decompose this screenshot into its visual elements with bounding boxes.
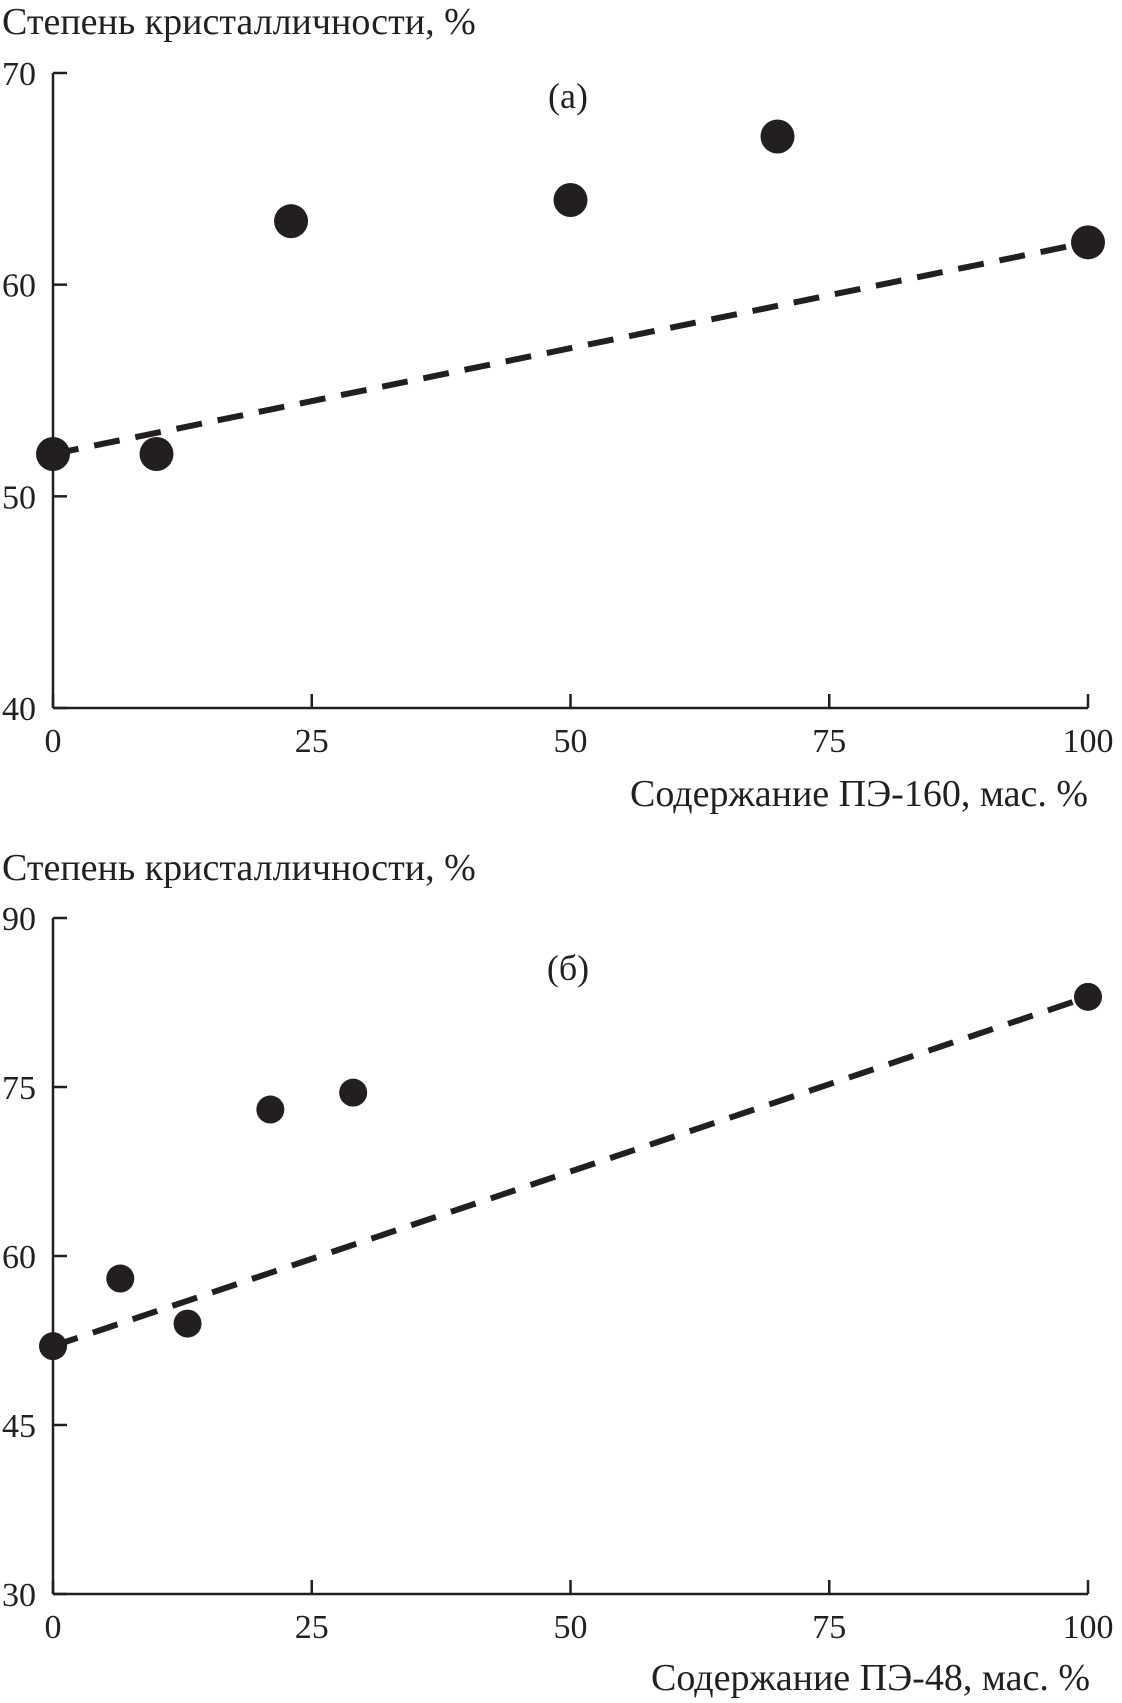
x-tick-label-a-0: 0 bbox=[45, 723, 62, 760]
x-tick-label-b-3: 75 bbox=[812, 1609, 846, 1646]
trend-line-a bbox=[52, 239, 1089, 457]
marks-a bbox=[36, 119, 1105, 471]
x-axis-label-b: Содержание ПЭ-48, мас. % bbox=[651, 1657, 1090, 1699]
y-tick-label-a-1: 50 bbox=[2, 479, 36, 516]
marks-b bbox=[39, 982, 1102, 1361]
x-tick-label-b-2: 50 bbox=[554, 1609, 588, 1646]
x-tick-label-a-2: 50 bbox=[554, 723, 588, 760]
y-tick-label-b-4: 90 bbox=[2, 901, 36, 938]
y-axis-label-a: Степень кристалличности, % bbox=[2, 1, 476, 43]
trend-line-b bbox=[52, 994, 1089, 1349]
data-point-a-0 bbox=[36, 437, 70, 471]
x-tick-label-a-4: 100 bbox=[1063, 723, 1114, 760]
x-tick-label-b-0: 0 bbox=[45, 1609, 62, 1646]
data-point-b-2 bbox=[173, 1309, 202, 1338]
ticks-b: 30 45 60 75 90 0 25 50 75 100 bbox=[2, 901, 1114, 1646]
y-tick-label-b-2: 60 bbox=[2, 1239, 36, 1276]
panel-a: Степень кристалличности, % Содержание ПЭ… bbox=[2, 1, 1114, 815]
data-point-b-3 bbox=[256, 1095, 285, 1124]
data-point-a-5 bbox=[1071, 225, 1105, 260]
panel-label-b: (б) bbox=[547, 948, 589, 988]
y-tick-label-a-3: 70 bbox=[2, 56, 36, 93]
x-tick-label-b-4: 100 bbox=[1063, 1609, 1114, 1646]
data-point-a-2 bbox=[274, 204, 309, 239]
axes-b bbox=[51, 918, 1088, 1596]
data-point-a-1 bbox=[139, 437, 174, 471]
axes-a bbox=[51, 73, 1088, 710]
ticks-a: 40 50 60 70 0 25 50 75 100 bbox=[2, 56, 1114, 760]
y-tick-label-a-0: 40 bbox=[2, 691, 36, 728]
data-point-b-1 bbox=[106, 1264, 135, 1293]
x-tick-label-a-1: 25 bbox=[295, 723, 329, 760]
y-axis-label-b: Степень кристалличности, % bbox=[2, 847, 476, 889]
x-axis-label-a: Содержание ПЭ-160, мас. % bbox=[630, 773, 1088, 815]
y-tick-label-b-1: 45 bbox=[2, 1408, 36, 1445]
y-tick-label-a-2: 60 bbox=[2, 268, 36, 305]
y-tick-label-b-3: 75 bbox=[2, 1070, 36, 1107]
panel-b: Степень кристалличности, % Содержание ПЭ… bbox=[2, 847, 1114, 1699]
data-point-b-4 bbox=[339, 1078, 368, 1107]
y-tick-label-b-0: 30 bbox=[2, 1577, 36, 1614]
panel-label-a: (а) bbox=[548, 76, 588, 116]
x-tick-label-a-3: 75 bbox=[812, 723, 846, 760]
x-tick-label-b-1: 25 bbox=[295, 1609, 329, 1646]
data-point-a-4 bbox=[760, 119, 795, 154]
data-point-b-5 bbox=[1074, 982, 1102, 1011]
data-point-a-3 bbox=[553, 183, 588, 217]
data-point-b-0 bbox=[39, 1332, 67, 1361]
